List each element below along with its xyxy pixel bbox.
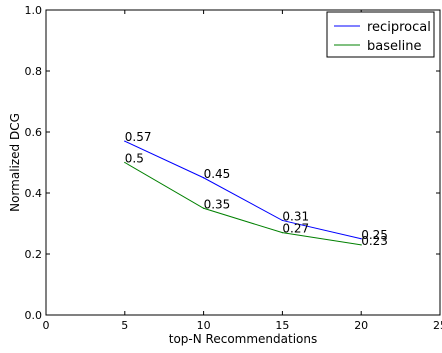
- y-tick-label: 0.2: [25, 248, 43, 261]
- x-tick-label: 25: [433, 319, 442, 332]
- data-label-reciprocal: 0.57: [125, 130, 152, 144]
- data-label-baseline: 0.23: [361, 234, 388, 248]
- y-tick-label: 0.4: [25, 187, 43, 200]
- legend-label-reciprocal: reciprocal: [367, 20, 431, 35]
- legend: reciprocal baseline: [327, 12, 434, 57]
- data-label-reciprocal: 0.45: [204, 167, 231, 181]
- data-label-baseline: 0.27: [282, 222, 309, 236]
- series-line-baseline: [125, 163, 361, 245]
- data-label-baseline: 0.35: [204, 197, 231, 211]
- y-tick-label: 0.6: [25, 126, 43, 139]
- y-tick-label: 1.0: [25, 4, 43, 17]
- legend-label-baseline: baseline: [367, 39, 421, 54]
- plot-area: 0.570.450.310.250.50.350.270.23: [124, 130, 388, 248]
- x-tick-label: 10: [197, 319, 211, 332]
- x-tick-label: 20: [354, 319, 368, 332]
- series-line-reciprocal: [125, 141, 361, 239]
- y-tick-label: 0.0: [25, 309, 43, 322]
- x-tick-label: 15: [275, 319, 289, 332]
- data-label-baseline: 0.5: [125, 152, 144, 166]
- x-axis-label: top-N Recommendations: [169, 332, 317, 346]
- y-axis-label: Normalized DCG: [8, 113, 22, 212]
- y-tick-label: 0.8: [25, 65, 43, 78]
- x-tick-label: 0: [43, 319, 50, 332]
- x-tick-label: 5: [121, 319, 128, 332]
